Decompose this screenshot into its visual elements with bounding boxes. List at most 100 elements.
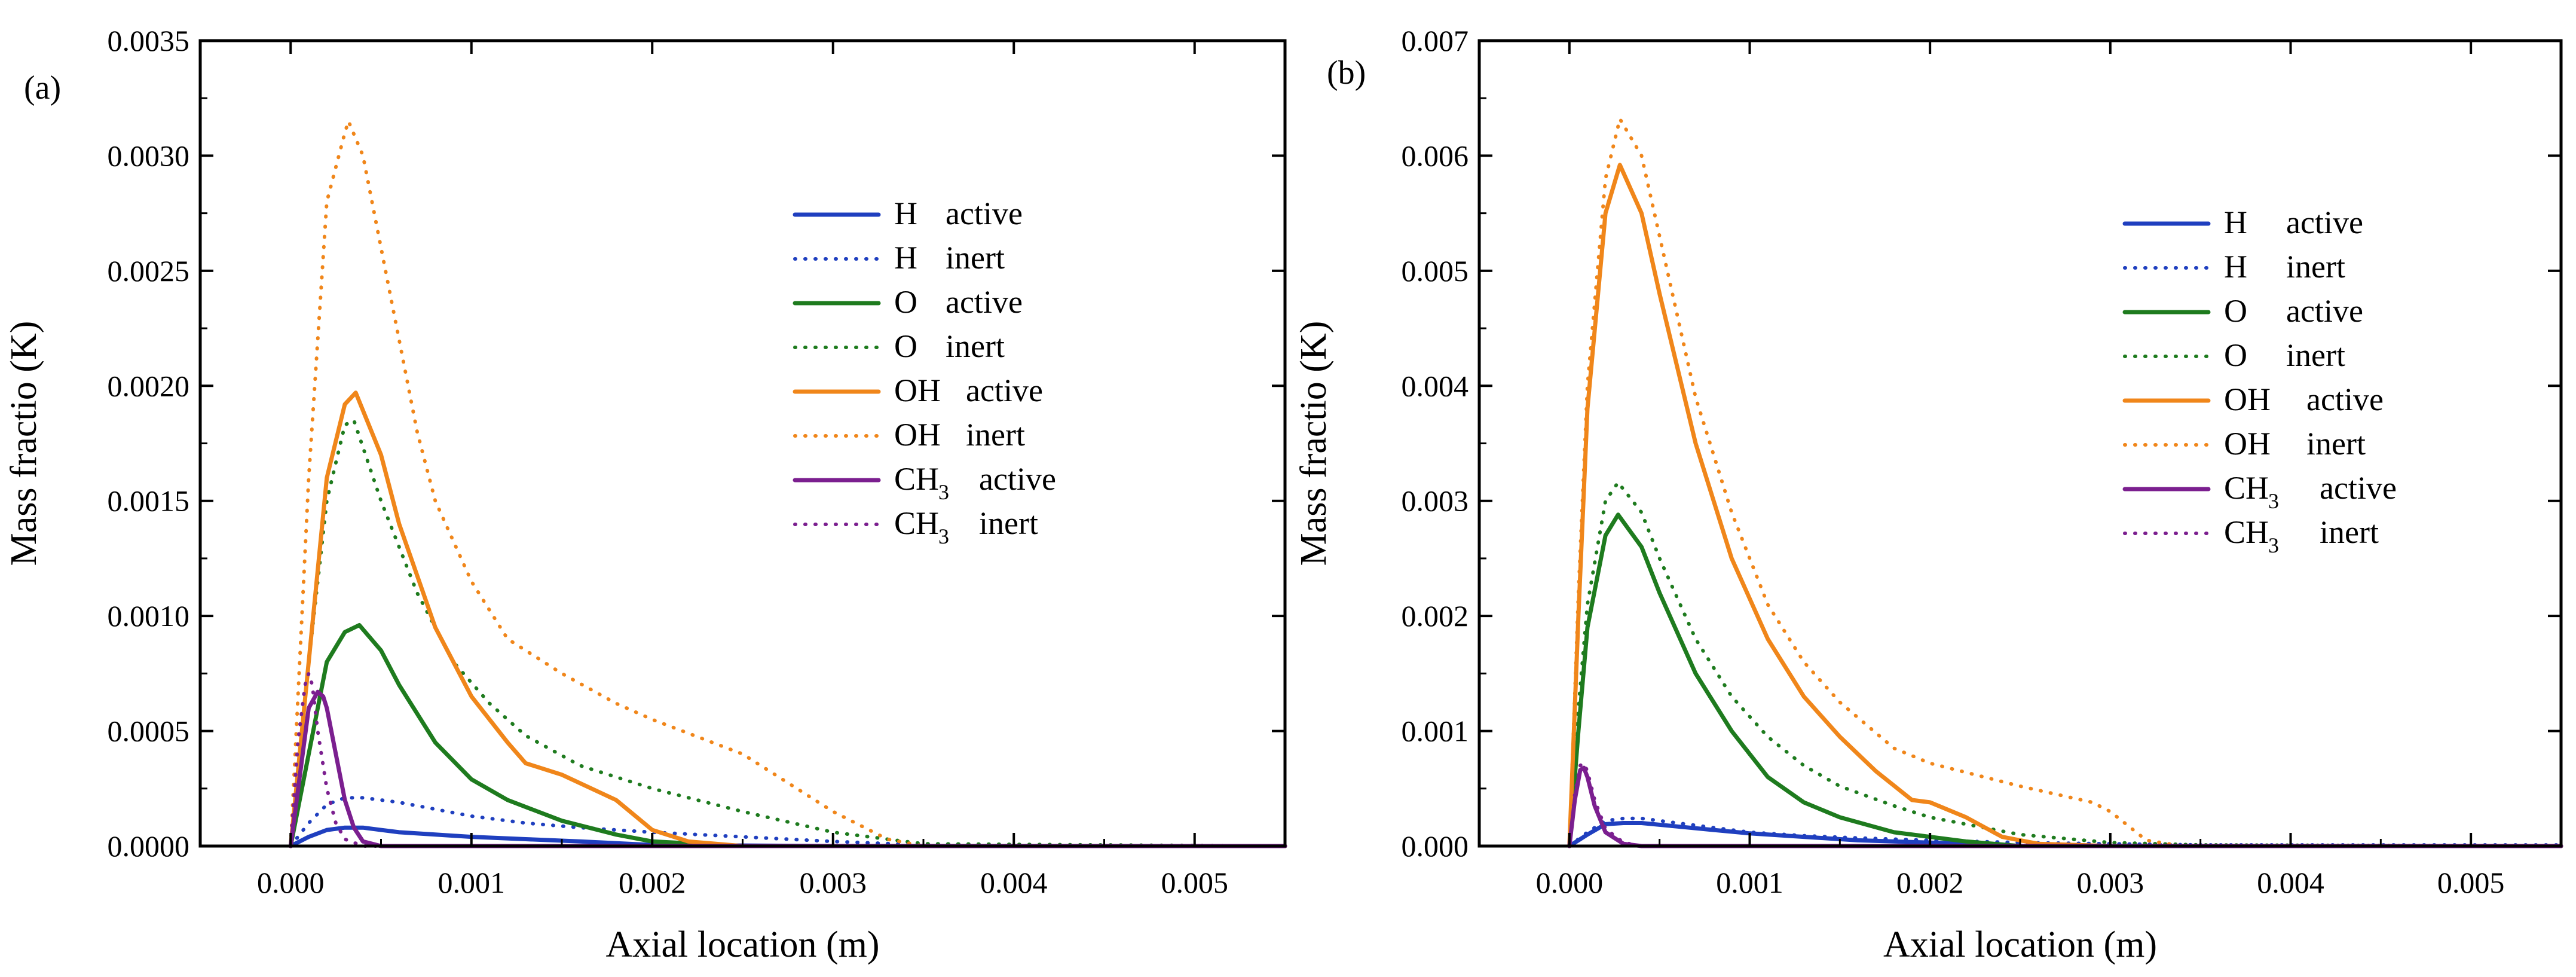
legend-mode: active (946, 284, 1023, 320)
legend-subscript: 3 (938, 480, 949, 504)
y-tick-label: 0.004 (1402, 369, 1469, 402)
legend-mode: inert (2286, 249, 2345, 285)
y-tick-label: 0.0015 (108, 484, 190, 518)
legend-item: OH active (793, 373, 1043, 408)
legend-mode: inert (966, 417, 1025, 453)
x-tick-label: 0.005 (1161, 866, 1229, 899)
legend-mode: inert (979, 505, 1038, 541)
x-tick-label: 0.002 (619, 866, 686, 899)
x-axis-title: Axial location (m) (1883, 924, 2157, 965)
legend-mode: inert (2286, 337, 2345, 373)
y-tick-label: 0.0000 (108, 829, 190, 863)
x-tick-label: 0.002 (1896, 866, 1964, 899)
series-group (288, 119, 1287, 848)
legend-item: OH active (2122, 381, 2384, 417)
y-axis-title: Mass fractio (K) (1293, 321, 1334, 566)
series-line-h-inert (289, 796, 1287, 848)
x-tick-label: 0.000 (1536, 866, 1604, 899)
legend-mode: active (2286, 204, 2363, 240)
y-tick-label: 0.005 (1402, 254, 1469, 288)
legend-species: O (894, 328, 917, 364)
legend-species: CH (894, 505, 939, 541)
series-line-oh-active (1567, 163, 2563, 848)
legend-item: CH3 inert (2123, 514, 2379, 557)
legend-species: OH (2224, 381, 2271, 417)
legend-species: O (2224, 293, 2247, 329)
legend-species: CH (2224, 514, 2269, 550)
y-tick-label: 0.0020 (108, 369, 190, 402)
legend-mode: active (2286, 293, 2363, 329)
legend-species: O (2224, 337, 2247, 373)
y-tick-label: 0.0025 (108, 254, 190, 288)
y-tick-label: 0.007 (1402, 24, 1469, 57)
x-tick-label: 0.000 (257, 866, 325, 899)
legend-mode: active (946, 196, 1023, 231)
legend-mode: inert (2306, 426, 2366, 462)
legend-subscript: 3 (2268, 533, 2279, 557)
legend-species: OH (894, 417, 941, 453)
series-line-o-active (1567, 512, 2563, 848)
x-tick-label: 0.001 (1716, 866, 1783, 899)
legend-mode: active (979, 461, 1056, 497)
y-tick-label: 0.0010 (108, 599, 190, 633)
legend-mode: active (2320, 470, 2397, 506)
panel-label: (b) (1327, 54, 1366, 91)
legend-species: OH (2224, 426, 2271, 462)
legend-species: CH (2224, 470, 2269, 506)
legend-mode: inert (946, 328, 1005, 364)
legend-mode: inert (2320, 514, 2379, 550)
x-tick-label: 0.004 (980, 866, 1048, 899)
legend-subscript: 3 (938, 524, 949, 548)
legend-mode: active (2306, 381, 2384, 417)
x-axis-title: Axial location (m) (606, 924, 880, 965)
legend-species: OH (894, 373, 941, 408)
legend-species: H (894, 240, 917, 276)
x-tick-label: 0.004 (2257, 866, 2324, 899)
legend-species: H (894, 196, 917, 231)
legend-species: H (2224, 249, 2247, 285)
series-line-o-inert (289, 419, 1287, 848)
series-line-ch3-active (288, 689, 1287, 848)
series-line-ch3-inert (289, 671, 1287, 848)
legend-item: OH inert (2123, 426, 2366, 462)
legend-item: CH3 inert (793, 505, 1038, 548)
legend-subscript: 3 (2268, 489, 2279, 513)
legend-mode: active (966, 373, 1043, 408)
y-axis-title: Mass fractio (K) (4, 321, 44, 566)
legend-item: CH3 active (793, 461, 1056, 504)
series-line-oh-inert (289, 119, 1287, 848)
y-tick-label: 0.000 (1402, 829, 1469, 863)
series-line-o-active (288, 623, 1287, 848)
legend-species: O (894, 284, 917, 320)
legend-mode: inert (946, 240, 1005, 276)
chart-panel-a: 0.000 0.001 0.002 0.003 0.004 0.005 0.0000 0.00… (4, 24, 1287, 965)
y-tick-label: 0.0005 (108, 715, 190, 748)
y-tick-label: 0.0035 (108, 24, 190, 57)
y-tick-label: 0.002 (1402, 599, 1469, 633)
x-tick-label: 0.003 (2077, 866, 2144, 899)
x-tick-label: 0.003 (800, 866, 867, 899)
series-line-o-inert (1567, 480, 2563, 848)
series-line-oh-active (288, 390, 1287, 848)
legend-species: CH (894, 461, 939, 497)
x-tick-label: 0.005 (2437, 866, 2505, 899)
series-line-oh-inert (1567, 117, 2563, 848)
legend-item: CH3 active (2122, 470, 2397, 513)
chart-panel-b: 0.000 0.001 0.002 0.003 0.004 0.005 0.000 0.001… (1293, 24, 2563, 965)
y-tick-label: 0.006 (1402, 139, 1469, 172)
x-tick-label: 0.001 (438, 866, 506, 899)
y-tick-label: 0.001 (1402, 715, 1469, 748)
y-tick-label: 0.0030 (108, 139, 190, 172)
y-tick-label: 0.003 (1402, 484, 1469, 518)
legend-species: H (2224, 204, 2247, 240)
